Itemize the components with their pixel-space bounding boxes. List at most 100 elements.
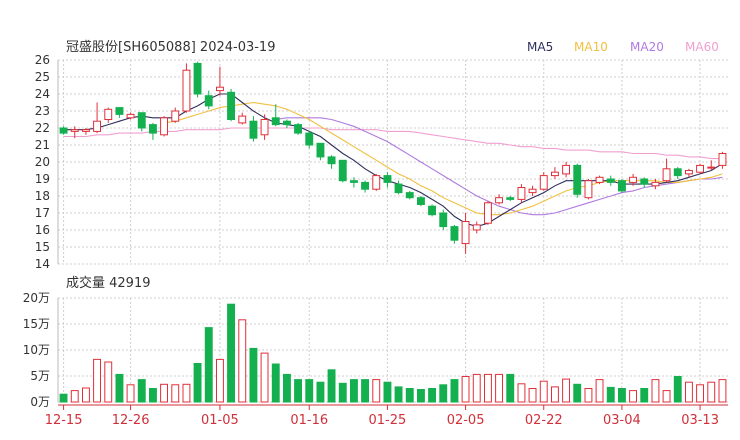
legend-ma20: MA20 [630,40,664,54]
price-tick-label: 14 [35,257,50,271]
candle [562,162,570,178]
price-tick-label: 15 [35,240,50,254]
candle-body [216,86,224,92]
volume-bar [618,388,626,403]
volume-bar [171,384,180,403]
volume-bar [227,303,236,403]
candle [160,116,169,137]
candle [361,180,370,193]
candle-body [606,178,615,183]
candle [673,167,682,179]
candle-body [104,108,113,121]
candle [584,179,593,200]
moving-average-lines [63,93,723,228]
volume-tick-label: 15万 [23,317,50,331]
volume-bar [439,384,448,403]
candle [93,102,101,134]
candle-body [149,124,157,134]
volume-bar [383,381,392,403]
volume-bar [372,379,381,403]
volume-bar [495,373,504,403]
volume-bar [595,379,604,403]
volume-bar [59,393,68,403]
volume-bar [149,388,157,403]
candle-body [528,188,537,194]
volume-tick-label: 20万 [23,291,50,305]
candle [294,122,303,135]
volume-bar [249,347,258,403]
candle-body [439,212,448,228]
candle-body [160,117,169,136]
volume-bar [361,379,370,403]
candle-body [394,183,403,194]
legend-ma60: MA60 [685,40,719,54]
candle [171,107,180,123]
candle-body [372,175,381,190]
candle [651,179,660,190]
volume-bar [662,390,671,403]
candle [204,90,213,110]
volume-bar [551,386,559,403]
volume-bar [271,363,280,403]
candle-body [238,115,247,124]
volume-bar [82,387,90,403]
date-tick-label: 01-16 [290,413,328,428]
volume-bar [104,361,113,403]
volume-bar [696,384,704,403]
volume-bar [405,388,414,403]
candle-body [651,181,660,187]
candle-body [361,181,370,190]
candle-body [338,159,347,182]
candle-body [662,168,671,182]
volume-bar [718,379,727,403]
date-tick-label: 12-26 [112,413,150,428]
candle [428,204,437,217]
candle [305,131,314,149]
price-tick-label: 18 [35,189,50,203]
candle-body [539,175,548,190]
candle [450,224,459,244]
candle [495,194,504,205]
candle [327,155,336,169]
price-tick-label: 24 [35,87,50,101]
legend-ma5: MA5 [527,40,553,54]
volume-bar [528,388,537,403]
candle-body [249,120,258,139]
candle-body [271,117,280,126]
candle-body [595,176,604,183]
candle [82,128,90,135]
candle-body [59,127,68,134]
volume-bar [506,373,515,403]
candle [126,112,135,120]
candle-body [517,187,526,200]
ma10-line [164,101,723,216]
candle [606,175,615,186]
volume-tick-label: 0万 [30,395,50,409]
ma20-line [275,117,723,216]
volume-bar [283,373,291,403]
price-tick-label: 26 [35,53,50,67]
candle-body [506,197,515,200]
volume-bar [70,390,79,403]
candle-body [70,129,79,132]
volume-bar [327,369,336,403]
candle [528,185,537,196]
candle-body [685,170,693,175]
candle [249,116,258,142]
date-tick-label: 01-05 [201,413,239,428]
candle-body [696,164,704,173]
price-axis: 14 15 16 17 18 19 20 21 22 23 24 25 26 [35,53,50,271]
candle [260,114,269,140]
candle-body [137,112,146,129]
volume-bar [584,388,593,403]
date-tick-label: 02-05 [447,413,485,428]
volume-bar [294,379,303,403]
candle [461,213,470,254]
candle [517,184,526,203]
volume-bar [338,382,347,403]
date-tick-label: 03-13 [681,413,719,428]
volume-axis: 0万 5万 10万 15万 20万 [23,291,50,409]
price-tick-label: 21 [35,138,50,152]
